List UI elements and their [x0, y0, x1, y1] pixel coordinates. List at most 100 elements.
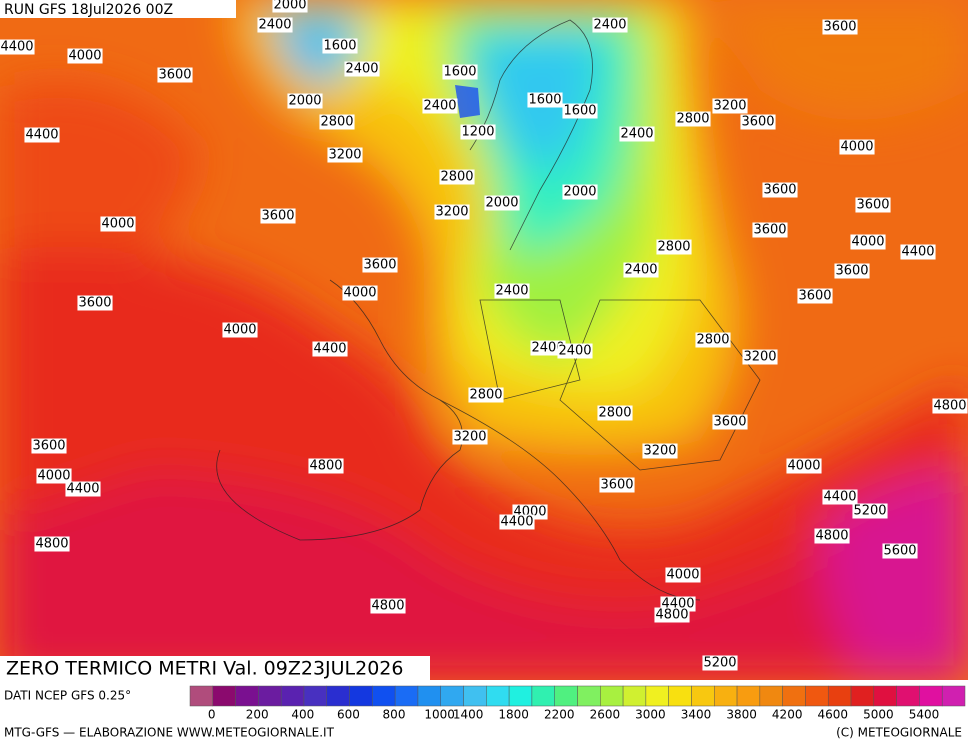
contour-label: 2000	[288, 94, 321, 109]
colorbar-tick-label: 4600	[818, 708, 849, 722]
contour-label: 3200	[713, 99, 746, 114]
colorbar-swatch	[827, 685, 852, 707]
contour-label: 4000	[840, 140, 873, 155]
colorbar-swatch	[577, 685, 601, 707]
contour-label-bg	[34, 536, 70, 552]
contour-label: 3600	[823, 20, 856, 35]
contour-label-bg	[740, 114, 776, 130]
colorbar-swatch	[326, 685, 350, 707]
colorbar-swatch	[805, 685, 829, 707]
colorbar-tick-label: 1800	[498, 708, 529, 722]
contour-label: 4400	[66, 482, 99, 497]
credit-left: MTG-GFS — ELABORAZIONE WWW.METEOGIORNALE…	[4, 726, 335, 740]
contour-label-bg	[656, 239, 692, 255]
colorbar-swatch	[440, 685, 464, 707]
contour-label-bg	[530, 340, 566, 356]
contour-label-bg	[100, 216, 136, 232]
contour-label: 4400	[25, 128, 58, 143]
contour-label: 2400	[531, 341, 564, 356]
colorbar-swatch	[280, 685, 305, 707]
contour-label-bg	[702, 655, 738, 671]
contour-label-bg	[752, 222, 788, 238]
contour-label-bg	[260, 208, 296, 224]
credit-right: (C) METEOGIORNALE	[836, 726, 962, 740]
contour-label: 2800	[469, 388, 502, 403]
colorbar-swatch	[600, 685, 624, 707]
contour-label-bg	[592, 17, 628, 33]
contour-label: 4400	[901, 245, 934, 260]
colorbar-tick-label: 5400	[909, 708, 940, 722]
contour-label: 1600	[443, 65, 476, 80]
contour-label: 2800	[598, 406, 631, 421]
contour-label: 4800	[815, 529, 848, 544]
contour-label-bg	[494, 283, 530, 299]
contour-label-bg	[362, 257, 398, 273]
contour-label: 2800	[696, 333, 729, 348]
contour-label-bg	[287, 93, 323, 109]
contour-label: 3600	[32, 439, 65, 454]
contour-label-bg	[654, 607, 690, 623]
contour-label-bg	[695, 332, 731, 348]
contour-label: 3200	[643, 444, 676, 459]
contour-label: 2800	[657, 240, 690, 255]
contour-label-bg	[852, 503, 888, 519]
contour-label-bg	[619, 126, 655, 142]
contour-label-bg	[665, 567, 701, 583]
contour-label: 4400	[823, 490, 856, 505]
colorbar-swatch	[417, 685, 441, 707]
colorbar-swatch	[508, 685, 533, 707]
contour-label-bg	[814, 528, 850, 544]
contour-label-bg	[24, 127, 60, 143]
contour-label-bg	[422, 98, 458, 114]
colorbar-tick-label: 3000	[635, 708, 666, 722]
colorbar-swatch	[645, 685, 669, 707]
colorbar-swatch	[303, 685, 328, 707]
contour-label: 3600	[363, 258, 396, 273]
colorbar-tick-label: 1400	[453, 708, 484, 722]
contour-label: 4400	[0, 40, 33, 55]
contour-label-bg	[623, 262, 659, 278]
colorbar-swatch	[463, 685, 487, 707]
colorbar-tick-label: 3400	[681, 708, 712, 722]
contour-label-bg	[597, 405, 633, 421]
contour-label-bg	[65, 481, 101, 497]
contour-label: 4000	[666, 568, 699, 583]
map-title: ZERO TERMICO METRI Val. 09Z23JUL2026	[6, 658, 403, 680]
contour-label: 3200	[743, 350, 776, 365]
colorbar-swatch	[372, 685, 396, 707]
contour-label-bg	[882, 543, 918, 559]
contour-label: 4800	[933, 399, 966, 414]
contour-label: 4400	[313, 342, 346, 357]
colorbar-swatch	[782, 685, 806, 707]
contour-label-bg	[0, 39, 35, 55]
colorbar-swatch	[531, 685, 555, 707]
contour-label: 2000	[563, 185, 596, 200]
colorbar-swatch	[736, 685, 761, 707]
contour-label: 2400	[593, 18, 626, 33]
colorbar-swatch	[850, 685, 875, 707]
colorbar-swatch	[759, 685, 783, 707]
contour-label: 2400	[258, 18, 291, 33]
contour-label-bg	[468, 387, 504, 403]
contour-label: 3200	[453, 430, 486, 445]
contour-label: 2000	[273, 0, 306, 13]
colorbar-swatch	[941, 685, 966, 707]
contour-label: 4800	[655, 608, 688, 623]
contour-label-bg	[499, 514, 535, 530]
contour-label: 5200	[703, 656, 736, 671]
contour-label-bg	[786, 458, 822, 474]
contour-label-bg	[932, 398, 968, 414]
colorbar-swatch	[258, 685, 282, 707]
contour-label: 3600	[261, 209, 294, 224]
contour-label: 2800	[676, 112, 709, 127]
contour-label-bg	[822, 489, 858, 505]
contour-label: 4800	[35, 537, 68, 552]
colorbar-swatch	[349, 685, 373, 707]
contour-label: 3600	[798, 289, 831, 304]
contour-label-bg	[712, 98, 748, 114]
contour-label: 2400	[624, 263, 657, 278]
contour-label-bg	[31, 438, 67, 454]
